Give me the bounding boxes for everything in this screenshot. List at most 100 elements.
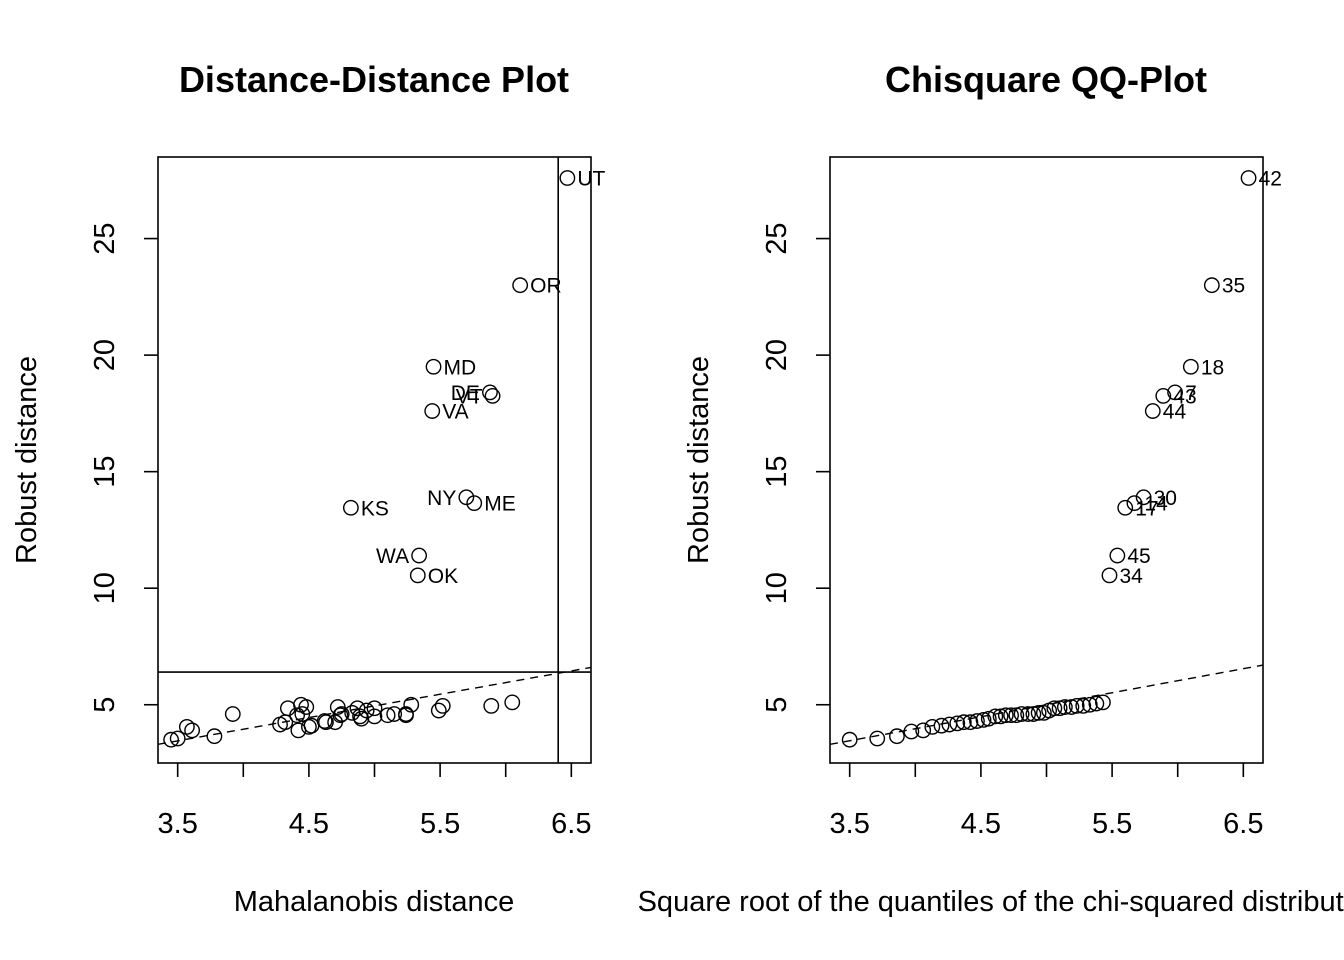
data-point <box>353 710 370 727</box>
data-point <box>949 715 966 732</box>
data-point <box>975 711 992 728</box>
data-point <box>1126 495 1143 512</box>
qq-plot-panel: Chisquare QQ-Plot Square root of the quan… <box>638 59 1344 918</box>
point-label: 34 <box>1119 565 1143 588</box>
data-point <box>1182 358 1199 375</box>
data-point <box>342 499 359 516</box>
chart-title: Chisquare QQ-Plot <box>885 59 1207 100</box>
point-label: DE <box>451 382 480 405</box>
y-tick-label: 5 <box>761 697 793 713</box>
data-point <box>504 694 521 711</box>
data-point <box>411 547 428 564</box>
data-point <box>466 495 483 512</box>
data-point <box>386 706 403 722</box>
point-label: UT <box>577 167 605 190</box>
data-point <box>398 707 414 724</box>
data-point <box>969 713 985 729</box>
x-tick-label: 3.5 <box>830 808 870 840</box>
data-point <box>316 713 333 729</box>
data-point <box>206 728 223 745</box>
data-point <box>1117 499 1134 516</box>
point-label: 30 <box>1154 487 1177 510</box>
point-label: 7 <box>1185 382 1197 405</box>
data-point <box>424 403 441 419</box>
y-axis-label: Robust distance <box>11 356 43 564</box>
y-tick-label: 15 <box>89 456 121 488</box>
y-tick-label: 20 <box>89 339 121 371</box>
point-label: NY <box>427 487 456 510</box>
data-point <box>1135 489 1152 506</box>
y-tick-label: 10 <box>761 572 793 604</box>
data-point <box>1144 403 1161 419</box>
data-point <box>178 718 195 735</box>
data-point <box>992 708 1009 725</box>
data-point <box>366 708 383 725</box>
data-point <box>869 730 886 747</box>
data-point <box>1068 697 1085 714</box>
y-tick-label: 25 <box>89 222 121 254</box>
data-point <box>1020 706 1037 722</box>
y-tick-label: 20 <box>761 339 793 371</box>
data-point <box>987 708 1004 725</box>
point-label: KS <box>361 497 389 520</box>
data-point <box>955 714 972 731</box>
x-tick-label: 4.5 <box>961 808 1001 840</box>
data-point <box>184 722 201 739</box>
x-tick-label: 4.5 <box>289 808 329 840</box>
data-point <box>924 718 941 735</box>
data-point <box>289 707 305 724</box>
data-point <box>409 567 426 584</box>
data-point <box>1025 706 1042 722</box>
data-point <box>1051 700 1068 717</box>
data-point <box>962 714 979 731</box>
data-point <box>366 700 383 717</box>
dd-plot-panel: Distance-Distance Plot Mahalanobis distan… <box>11 59 606 918</box>
data-point <box>1030 704 1047 721</box>
point-label: OK <box>428 565 458 588</box>
data-point <box>1203 277 1220 294</box>
data-point <box>997 707 1014 724</box>
x-tick-label: 3.5 <box>158 808 198 840</box>
point-label: 42 <box>1259 167 1282 190</box>
x-axis-label: Mahalanobis distance <box>234 886 515 918</box>
data-point <box>1167 384 1183 401</box>
data-point <box>482 384 498 401</box>
data-point <box>1008 707 1025 724</box>
point-label: ME <box>484 493 515 516</box>
data-point <box>980 710 997 727</box>
chart-title: Distance-Distance Plot <box>179 59 569 100</box>
point-label: 43 <box>1173 385 1196 408</box>
data-point <box>1240 170 1257 186</box>
y-tick-label: 10 <box>89 572 121 604</box>
point-label: VT <box>456 385 483 408</box>
data-point <box>1155 388 1172 404</box>
data-point <box>1063 699 1080 715</box>
data-point <box>379 707 396 724</box>
data-point <box>1056 699 1073 715</box>
data-point <box>430 702 447 719</box>
data-point <box>933 717 950 734</box>
point-label: 45 <box>1127 545 1150 568</box>
reference-line <box>158 666 591 746</box>
data-point <box>1081 696 1098 713</box>
data-point <box>358 702 375 719</box>
y-axis-label: Robust distance <box>683 356 715 564</box>
point-label: WA <box>376 545 409 568</box>
y-tick-label: 15 <box>761 456 793 488</box>
data-point <box>915 722 932 739</box>
x-tick-label: 5.5 <box>420 808 460 840</box>
point-label: VA <box>442 401 468 424</box>
data-point <box>841 731 858 748</box>
data-point <box>458 489 475 506</box>
point-label: 35 <box>1222 275 1245 298</box>
data-point <box>1101 567 1118 584</box>
point-label: 18 <box>1201 356 1224 379</box>
x-tick-label: 6.5 <box>551 808 591 840</box>
data-point <box>333 706 350 722</box>
x-tick-label: 6.5 <box>1223 808 1263 840</box>
data-point <box>163 731 180 748</box>
data-point <box>349 700 366 717</box>
x-tick-label: 5.5 <box>1092 808 1132 840</box>
data-point <box>1046 700 1063 717</box>
